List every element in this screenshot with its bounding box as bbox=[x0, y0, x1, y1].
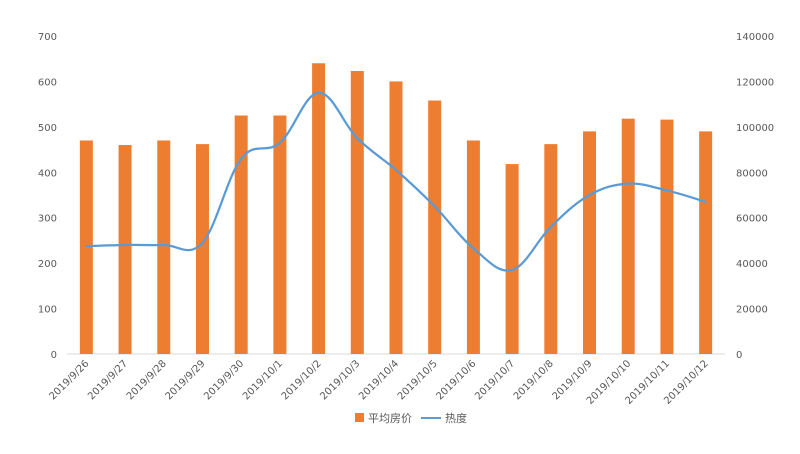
y-right-tick-label: 40000 bbox=[736, 259, 768, 270]
legend-bar-swatch bbox=[355, 413, 364, 422]
bar bbox=[583, 131, 597, 354]
bar bbox=[273, 115, 287, 354]
x-tick-label: 2019/10/5 bbox=[396, 358, 440, 402]
x-tick-label: 2019/9/26 bbox=[47, 358, 91, 402]
x-tick-label: 2019/10/6 bbox=[434, 358, 478, 402]
y-left-tick-label: 500 bbox=[38, 123, 57, 134]
x-tick-label: 2019/9/30 bbox=[202, 358, 246, 402]
y-right-tick-label: 0 bbox=[736, 350, 742, 361]
y-right-tick-label: 20000 bbox=[736, 305, 768, 316]
bar bbox=[544, 144, 558, 354]
y-left-tick-label: 0 bbox=[51, 350, 57, 361]
bar-series bbox=[79, 63, 713, 355]
bar bbox=[428, 100, 442, 354]
bar bbox=[660, 119, 674, 355]
bar bbox=[118, 145, 132, 354]
bar bbox=[505, 164, 519, 354]
legend: 平均房价 热度 bbox=[355, 411, 467, 425]
x-tick-label: 2019/10/8 bbox=[512, 358, 556, 402]
y-left-tick-label: 700 bbox=[38, 32, 57, 43]
x-tick-label: 2019/10/1 bbox=[241, 358, 285, 402]
y-right-tick-label: 140000 bbox=[736, 32, 774, 43]
bar bbox=[312, 63, 326, 354]
x-tick-label: 2019/9/27 bbox=[86, 358, 130, 402]
bar bbox=[195, 144, 209, 354]
bar bbox=[621, 118, 635, 355]
y-left-tick-label: 600 bbox=[38, 77, 57, 88]
bar bbox=[699, 131, 713, 354]
y-right-tick-label: 80000 bbox=[736, 168, 768, 179]
x-tick-label: 2019/10/3 bbox=[318, 358, 362, 402]
bar bbox=[234, 115, 248, 354]
bar bbox=[350, 70, 364, 354]
bar bbox=[157, 140, 171, 354]
line-path bbox=[85, 91, 707, 272]
y-left-tick-label: 200 bbox=[38, 259, 57, 270]
y-left-tick-label: 100 bbox=[38, 305, 57, 316]
y-right-tick-label: 100000 bbox=[736, 123, 774, 134]
x-tick-label: 2019/10/7 bbox=[473, 358, 517, 402]
y-right-tick-label: 120000 bbox=[736, 77, 774, 88]
bar bbox=[79, 140, 93, 354]
y-left-tick-label: 300 bbox=[38, 214, 57, 225]
line-series bbox=[85, 91, 707, 272]
legend-bar-label: 平均房价 bbox=[368, 412, 412, 425]
x-tick-label: 2019/10/4 bbox=[357, 358, 401, 402]
bar bbox=[389, 81, 403, 354]
x-tick-label: 2019/10/2 bbox=[280, 358, 324, 402]
x-tick-label: 2019/9/28 bbox=[125, 358, 169, 402]
legend-line-label: 热度 bbox=[445, 411, 467, 425]
y-right-tick-label: 60000 bbox=[736, 214, 768, 225]
y-left-tick-label: 400 bbox=[38, 168, 57, 179]
x-tick-label: 2019/9/29 bbox=[164, 358, 208, 402]
